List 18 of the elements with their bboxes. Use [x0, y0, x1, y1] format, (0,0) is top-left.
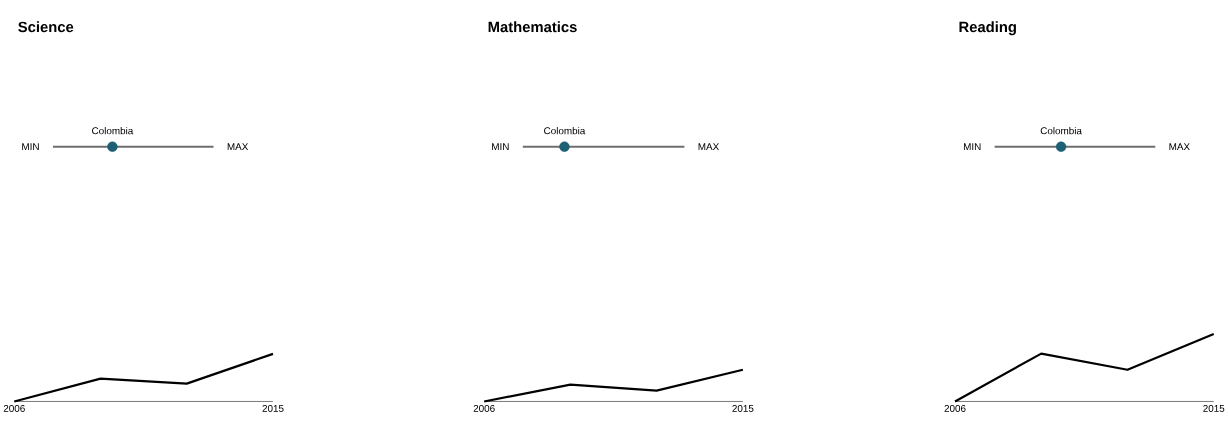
text: MAX: [227, 143, 249, 151]
text: Science: [18, 21, 74, 33]
x-tick-label: 2006: [944, 404, 966, 412]
text: Colombia: [92, 126, 134, 135]
text: MIN: [22, 143, 39, 151]
text: Colombia: [1040, 126, 1082, 135]
text: MAX: [698, 143, 719, 151]
x-tick-label: 2006: [473, 404, 495, 412]
text: Reading: [959, 21, 1016, 36]
x-tick-label: 2015: [732, 404, 754, 412]
x-tick-label: 2015: [262, 404, 284, 412]
x-tick-label: 2006: [3, 404, 25, 412]
text: MAX: [1169, 143, 1190, 151]
text: Colombia: [544, 126, 586, 135]
text: MIN: [492, 143, 509, 151]
text: Mathematics: [488, 21, 577, 33]
text: MIN: [963, 143, 981, 151]
x-tick-label: 2015: [1203, 404, 1225, 412]
